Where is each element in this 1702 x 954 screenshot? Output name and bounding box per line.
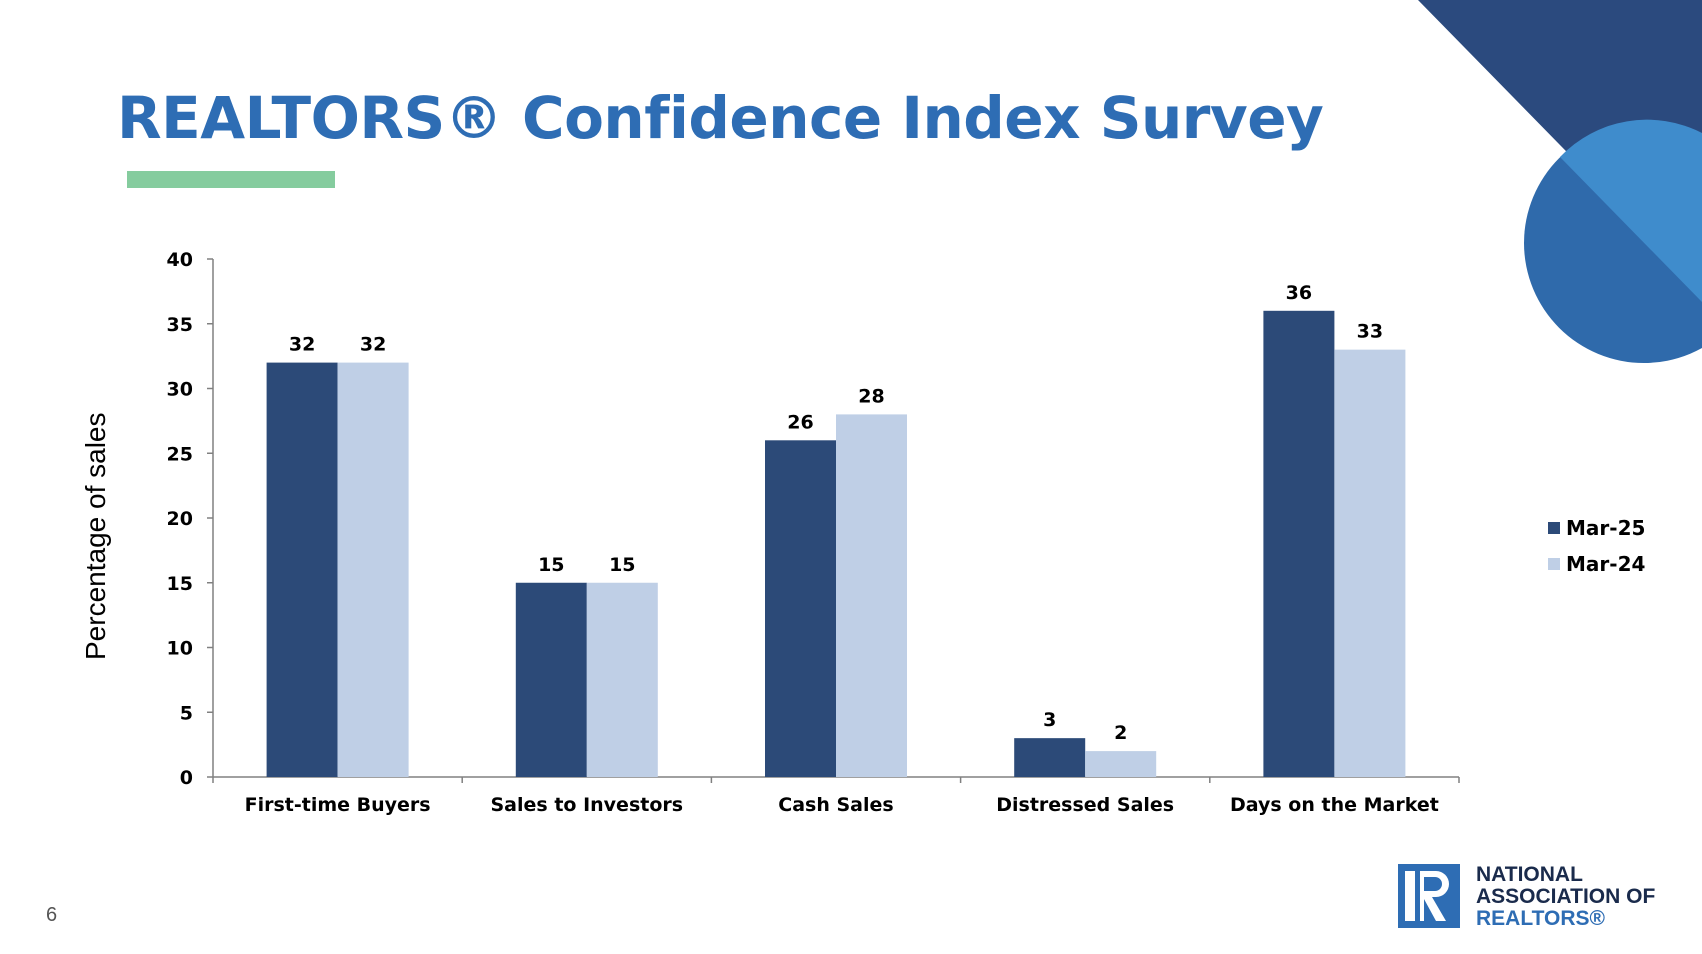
legend-label-mar25: Mar-25 (1566, 516, 1646, 540)
y-tick-label: 35 (167, 314, 193, 336)
bar-mar25 (765, 440, 836, 777)
y-tick-label: 20 (167, 508, 193, 530)
logo-wordmark: NATIONAL ASSOCIATION OF REALTORS® (1476, 864, 1655, 930)
bar-mar25 (1263, 310, 1335, 777)
nar-logo: NATIONAL ASSOCIATION OF REALTORS® (1398, 864, 1688, 934)
bar-mar24 (836, 414, 907, 777)
logo-line-2: ASSOCIATION OF (1476, 885, 1656, 908)
bar-value-label: 32 (289, 334, 315, 356)
bar-value-label: 33 (1357, 321, 1383, 343)
bar-value-label: 15 (609, 554, 635, 576)
bar-value-label: 36 (1286, 282, 1312, 304)
title-accent-bar (127, 171, 335, 188)
bar-value-label: 32 (360, 334, 386, 356)
x-category-label: First-time Buyers (245, 794, 431, 816)
legend-item-mar24: Mar-24 (1548, 546, 1645, 582)
legend-swatch-mar25 (1548, 522, 1560, 534)
y-tick-label: 0 (180, 767, 193, 789)
x-category-label: Sales to Investors (491, 794, 684, 816)
page-number: 6 (46, 904, 58, 926)
chart-legend: Mar-25 Mar-24 (1548, 510, 1645, 582)
bar-value-label: 28 (858, 385, 884, 407)
logo-line-1: NATIONAL (1476, 863, 1583, 886)
bar-mar24 (337, 362, 409, 777)
x-category-label: Cash Sales (778, 794, 893, 816)
y-tick-label: 40 (167, 249, 193, 271)
x-category-label: Distressed Sales (996, 794, 1174, 816)
bar-value-label: 15 (538, 554, 564, 576)
logo-line-3: REALTORS® (1476, 907, 1606, 930)
bar-mar25 (515, 582, 587, 777)
bar-mar25 (266, 362, 338, 777)
bar-value-label: 26 (787, 411, 813, 433)
y-tick-label: 25 (167, 443, 193, 465)
bar-mar24 (1334, 349, 1406, 777)
bar-mar24 (1085, 751, 1157, 777)
bar-mar25 (1014, 738, 1086, 777)
y-tick-label: 5 (180, 702, 193, 724)
legend-swatch-mar24 (1548, 558, 1560, 570)
x-category-label: Days on the Market (1230, 794, 1439, 816)
y-tick-label: 10 (167, 638, 193, 660)
realtor-r-logo-icon (1398, 864, 1460, 928)
decor-circle-highlight (1560, 119, 1702, 302)
bar-mar24 (586, 582, 658, 777)
y-tick-label: 30 (167, 379, 193, 401)
page-title: REALTORS® Confidence Index Survey (117, 84, 1324, 152)
y-tick-label: 15 (167, 573, 193, 595)
legend-item-mar25: Mar-25 (1548, 510, 1645, 546)
bar-value-label: 3 (1043, 709, 1056, 731)
bar-value-label: 2 (1114, 722, 1127, 744)
legend-label-mar24: Mar-24 (1566, 552, 1646, 576)
